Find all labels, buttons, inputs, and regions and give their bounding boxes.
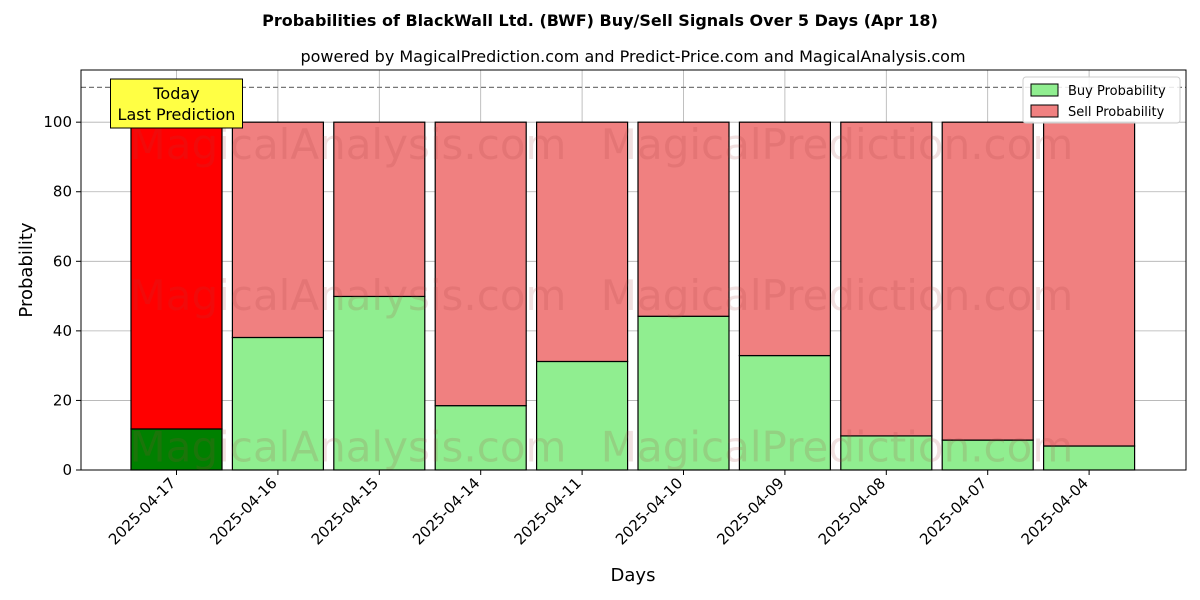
sell-bar: [535, 121, 629, 363]
x-tick-label: 2025-04-16: [206, 474, 280, 548]
y-tick-label: 20: [53, 391, 72, 409]
buy-bar: [941, 439, 1034, 471]
x-axis: 2025-04-17 2025-04-16 2025-04-15 2025-04-14…: [105, 470, 1092, 548]
y-tick-label: 80: [53, 183, 72, 201]
y-tick-label: 0: [62, 461, 72, 479]
buy-bar: [333, 295, 426, 471]
watermark-text: MagicalPrediction.com: [601, 271, 1074, 320]
watermark-text: MagicalPrediction.com: [601, 422, 1074, 471]
legend-swatch: [1030, 83, 1059, 97]
annotation-line: Today: [152, 84, 199, 103]
sell-bar: [637, 121, 730, 317]
legend-label: Sell Probability: [1068, 105, 1165, 120]
plot-frame: [80, 69, 1187, 471]
legend: Buy Probability Sell Probability: [1022, 76, 1181, 124]
sell-bar: [1042, 121, 1136, 447]
y-tick-label: 40: [53, 322, 72, 340]
x-tick-label: 2025-04-09: [713, 474, 787, 548]
sell-bar: [840, 121, 933, 437]
x-tick-label: 2025-04-10: [612, 474, 686, 548]
sell-bar: [130, 121, 223, 430]
bars: [130, 121, 1136, 471]
x-tick-label: 2025-04-08: [815, 474, 889, 548]
legend-box: [1022, 76, 1181, 124]
x-tick-label: 2025-04-07: [916, 474, 990, 548]
sell-bar: [333, 121, 426, 298]
chart-subtitle: powered by MagicalPrediction.com and Pre…: [300, 47, 965, 66]
y-axis: 0 20 40 60 80 100: [43, 113, 81, 479]
legend-swatch: [1030, 104, 1059, 118]
watermark-text: MagicalAnalysis.com: [130, 271, 567, 320]
buy-bar: [738, 354, 832, 471]
today-annotation: Today Last Prediction: [110, 78, 243, 129]
sell-bar: [738, 121, 832, 357]
legend-label: Buy Probability: [1068, 84, 1166, 99]
sell-bar: [941, 121, 1034, 441]
buy-bar: [535, 360, 629, 471]
x-tick-label: 2025-04-17: [105, 474, 179, 548]
buy-bar: [637, 315, 730, 471]
buy-bar: [840, 435, 933, 471]
x-tick-label: 2025-04-11: [511, 474, 585, 548]
y-axis-label: Probability: [16, 222, 37, 317]
x-tick-label: 2025-04-14: [409, 474, 483, 548]
x-axis-label: Days: [611, 565, 656, 586]
sell-bar: [434, 121, 527, 407]
y-tick-label: 60: [53, 252, 72, 270]
annotation-line: Last Prediction: [118, 105, 236, 124]
watermark-text: MagicalAnalysis.com: [130, 422, 567, 471]
x-tick-label: 2025-04-04: [1018, 474, 1092, 548]
x-tick-label: 2025-04-15: [308, 474, 382, 548]
annotation-box: [110, 78, 243, 129]
sell-bar: [231, 121, 324, 339]
watermark-text: MagicalPrediction.com: [601, 120, 1074, 169]
chart-title: Probabilities of BlackWall Ltd. (BWF) Bu…: [262, 11, 938, 30]
y-tick-label: 100: [43, 113, 72, 131]
